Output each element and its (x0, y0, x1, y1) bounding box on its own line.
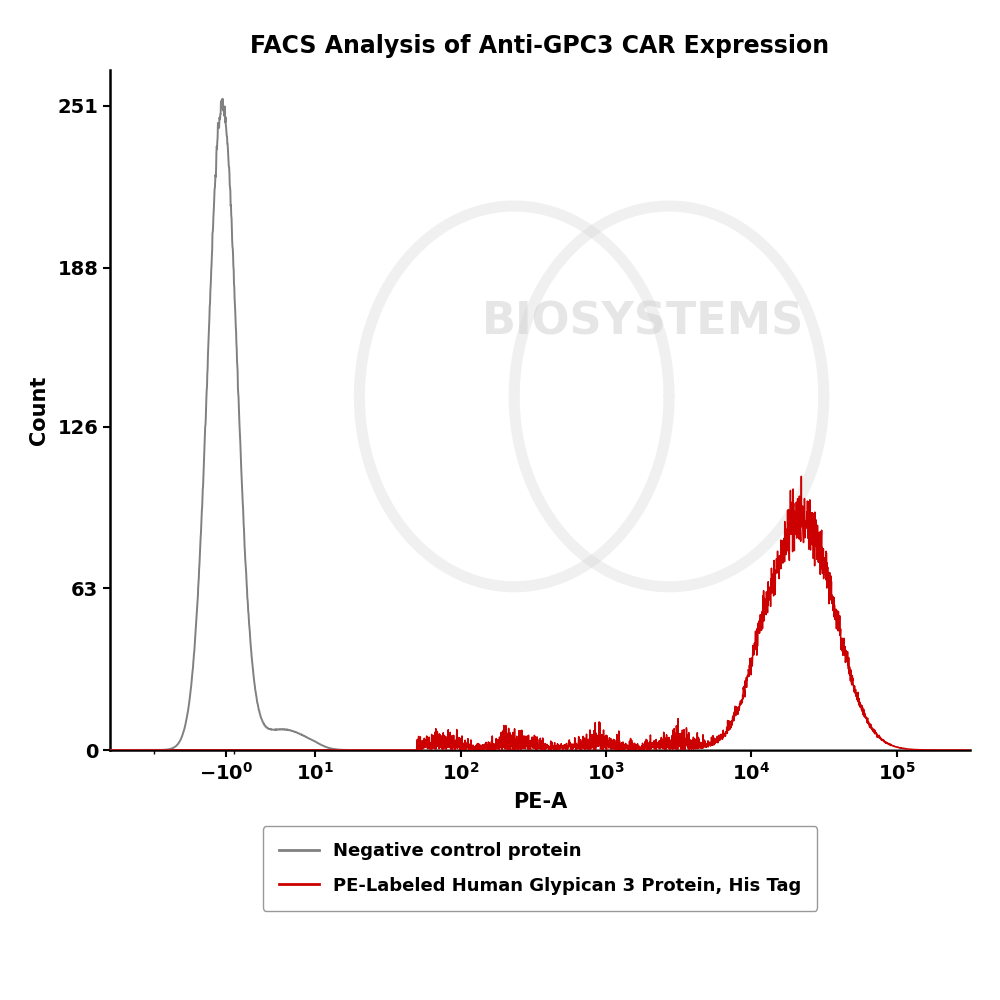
Title: FACS Analysis of Anti-GPC3 CAR Expression: FACS Analysis of Anti-GPC3 CAR Expressio… (250, 34, 830, 58)
Y-axis label: Count: Count (29, 375, 49, 445)
Text: BIOSYSTEMS: BIOSYSTEMS (482, 300, 804, 343)
X-axis label: PE-A: PE-A (513, 792, 567, 812)
Legend: Negative control protein, PE-Labeled Human Glypican 3 Protein, His Tag: Negative control protein, PE-Labeled Hum… (263, 826, 817, 911)
